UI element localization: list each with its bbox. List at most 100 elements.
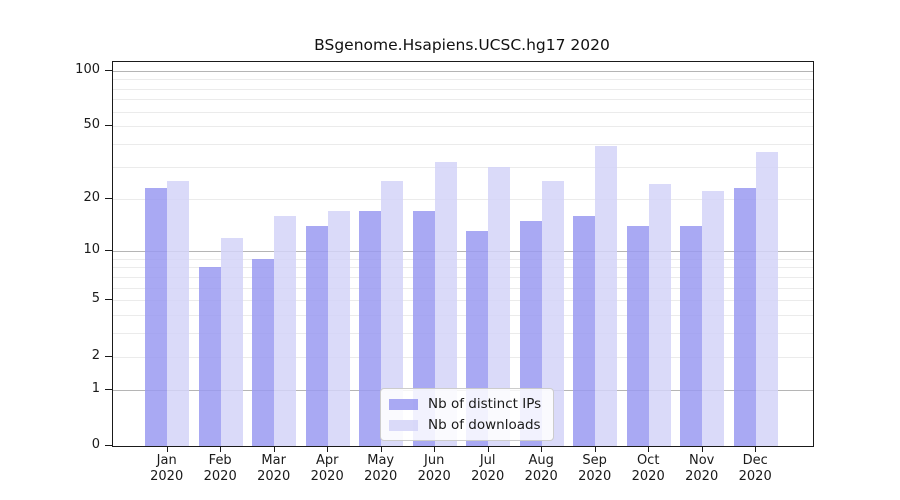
bar-ips-dec [733,187,756,446]
x-label-month: Jun [424,453,445,468]
x-tick-label-feb: Feb 2020 [188,453,252,485]
bar-ips-jan [145,187,167,446]
bar-ips-jun [412,211,435,446]
chart-title: BSgenome.Hsapiens.UCSC.hg17 2020 [314,36,610,54]
y-tick-5 [105,299,112,301]
x-label-year: 2020 [150,469,184,484]
y-tick-1 [105,388,112,390]
x-label-year: 2020 [364,469,398,484]
bar-ips-feb [198,267,221,446]
bar-downloads-jun [434,161,457,446]
gridline-minor-70 [113,99,813,101]
gridline-minor-6 [113,287,813,289]
x-label-month: Jan [156,453,177,468]
y-tick-50 [105,125,112,127]
gridline-minor-7 [113,276,813,278]
x-tick-label-dec: Dec 2020 [723,453,787,485]
x-label-year: 2020 [631,469,665,484]
y-tick-label-10: 10 [83,242,100,258]
y-tick-label-100: 100 [75,61,100,77]
x-tick-mar [273,446,275,452]
x-label-month: Dec [742,453,768,468]
x-tick-label-aug: Aug 2020 [509,453,573,485]
gridline-minor-90 [113,79,813,81]
x-tick-label-may: May 2020 [349,453,413,485]
x-tick-label-mar: Mar 2020 [242,453,306,485]
x-label-month: Sep [582,453,607,468]
gridline-minor-30 [113,166,813,168]
legend: Nb of distinct IPs Nb of downloads [380,388,555,441]
x-label-month: Jul [479,453,496,468]
bar-downloads-nov [702,191,724,446]
gridline-minor-5 [113,300,813,302]
x-label-year: 2020 [257,469,291,484]
x-tick-nov [701,446,703,452]
x-tick-may [380,446,382,452]
gridline-minor-60 [113,111,813,113]
x-label-year: 2020 [578,469,612,484]
legend-entry-downloads: Nb of downloads [389,417,541,433]
downloads-swatch-icon [389,419,418,431]
bar-downloads-feb [220,237,243,446]
plot-area: Nb of distinct IPs Nb of downloads [112,61,814,447]
bar-ips-oct [626,225,649,446]
gridline-minor-3 [113,333,813,335]
gridline-minor-80 [113,88,813,90]
y-tick-label-2: 2 [91,347,100,363]
x-tick-label-jan: Jan 2020 [135,453,199,485]
bar-downloads-dec [755,152,778,446]
y-tick-label-5: 5 [91,291,100,307]
bar-downloads-aug [541,181,564,446]
x-label-year: 2020 [685,469,719,484]
y-tick-label-0: 0 [91,437,100,452]
x-tick-label-sep: Sep 2020 [563,453,627,485]
gridline-minor-40 [113,144,813,146]
ips-swatch-icon [389,398,418,410]
gridline-major-100 [113,70,813,72]
bar-ips-apr [305,225,328,446]
gridline-minor-8 [113,267,813,269]
x-label-year: 2020 [310,469,344,484]
y-tick-0 [105,445,112,446]
bar-downloads-sep [595,146,617,446]
x-tick-label-jun: Jun 2020 [402,453,466,485]
bar-downloads-jan [167,181,189,446]
x-tick-label-jul: Jul 2020 [456,453,520,485]
x-label-month: Mar [261,453,286,468]
gridline-major-10 [113,251,813,253]
gridline-minor-9 [113,258,813,260]
y-tick-10 [105,250,112,252]
x-label-month: Feb [208,453,232,468]
bar-downloads-oct [648,184,671,446]
y-tick-20 [105,197,112,199]
y-tick-2 [105,355,112,357]
x-label-month: Nov [689,453,715,468]
gridline-minor-50 [113,126,813,128]
x-label-year: 2020 [471,469,505,484]
bar-ips-mar [252,258,274,446]
legend-label-downloads: Nb of downloads [428,417,541,433]
x-tick-jul [487,446,489,452]
x-label-year: 2020 [524,469,558,484]
bar-downloads-mar [274,215,296,446]
bar-ips-sep [573,215,595,446]
x-tick-jan [166,446,168,452]
x-tick-feb [220,446,222,452]
y-tick-label-50: 50 [83,117,100,133]
x-label-year: 2020 [417,469,451,484]
x-tick-dec [755,446,757,452]
x-label-month: Oct [636,453,660,468]
x-tick-aug [541,446,543,452]
x-tick-oct [648,446,650,452]
bar-downloads-jul [488,166,510,446]
legend-entry-ips: Nb of distinct IPs [389,396,541,412]
bar-downloads-may [381,181,403,446]
bar-downloads-apr [327,211,350,446]
y-tick-label-1: 1 [91,380,100,396]
gridline-minor-20 [113,198,813,200]
y-tick-100 [105,69,112,71]
x-tick-label-oct: Oct 2020 [616,453,680,485]
x-tick-sep [594,446,596,452]
x-label-year: 2020 [738,469,772,484]
